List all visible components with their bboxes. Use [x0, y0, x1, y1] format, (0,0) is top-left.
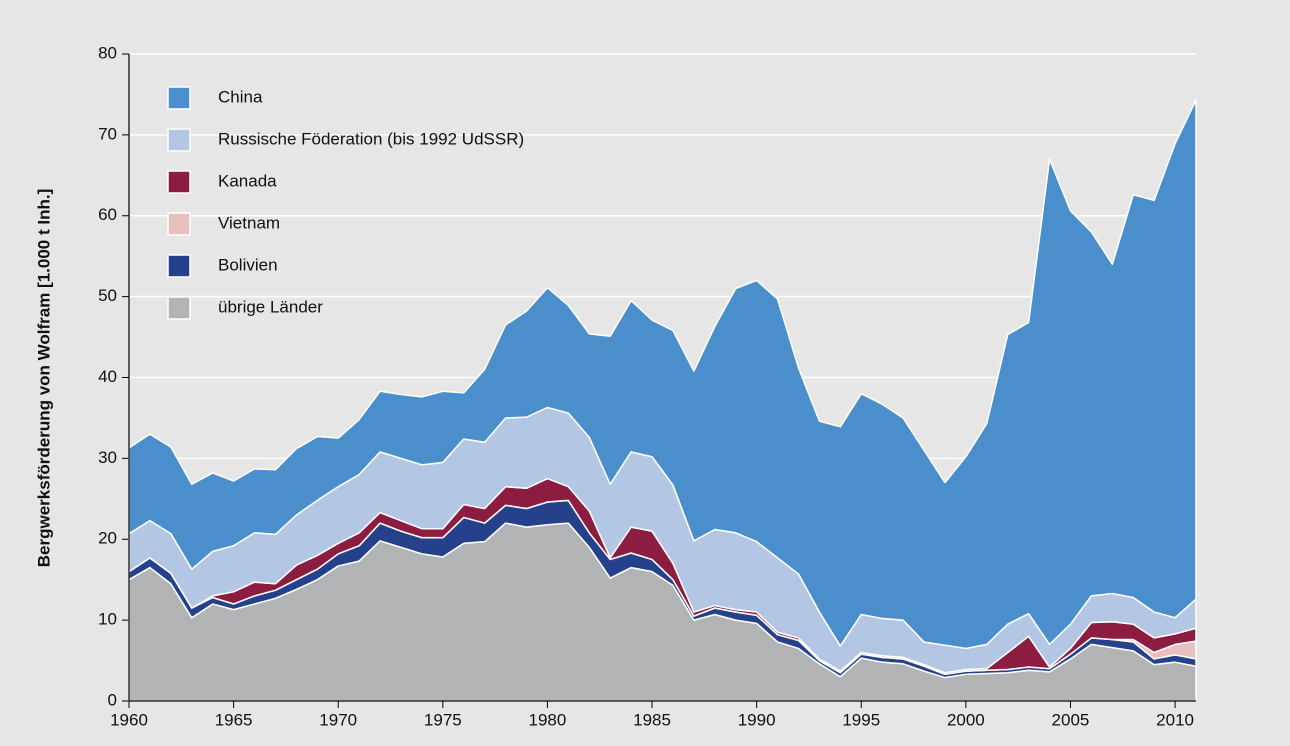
legend-label: Vietnam [218, 213, 280, 232]
legend-swatch [167, 170, 191, 194]
legend-label: Russische Föderation (bis 1992 UdSSR) [218, 129, 524, 148]
x-tick-label: 2005 [1052, 710, 1090, 729]
y-tick-label: 30 [98, 448, 117, 467]
legend-swatch [167, 254, 191, 278]
x-tick-label: 1960 [110, 710, 148, 729]
x-tick-label: 1970 [319, 710, 357, 729]
x-tick-label: 2000 [947, 710, 985, 729]
y-tick-label: 40 [98, 367, 117, 386]
area [128, 99, 1197, 650]
y-tick-label: 70 [98, 124, 117, 143]
x-tick-label: 1965 [215, 710, 253, 729]
legend-swatch [167, 296, 191, 320]
x-tick-label: 1995 [842, 710, 880, 729]
legend-label: Kanada [218, 171, 277, 190]
y-axis-label: Bergwerksförderung von Wolfram [1.000 t … [34, 189, 53, 567]
y-tick-label: 50 [98, 286, 117, 305]
x-tick-label: 1980 [529, 710, 567, 729]
y-tick-label: 0 [108, 690, 117, 709]
legend-label: übrige Länder [218, 297, 323, 316]
y-tick-label: 10 [98, 610, 117, 629]
x-tick-label: 1975 [424, 710, 462, 729]
legend-label: China [218, 87, 263, 106]
y-tick-label: 60 [98, 205, 117, 224]
x-tick-label: 1985 [633, 710, 671, 729]
y-tick-label: 20 [98, 529, 117, 548]
legend-swatch [167, 212, 191, 236]
x-tick-label: 1990 [738, 710, 776, 729]
y-tick-label: 80 [98, 43, 117, 62]
x-tick-label: 2010 [1156, 710, 1194, 729]
legend-label: Bolivien [218, 255, 278, 274]
legend-swatch [167, 128, 191, 152]
legend-swatch [167, 86, 191, 110]
